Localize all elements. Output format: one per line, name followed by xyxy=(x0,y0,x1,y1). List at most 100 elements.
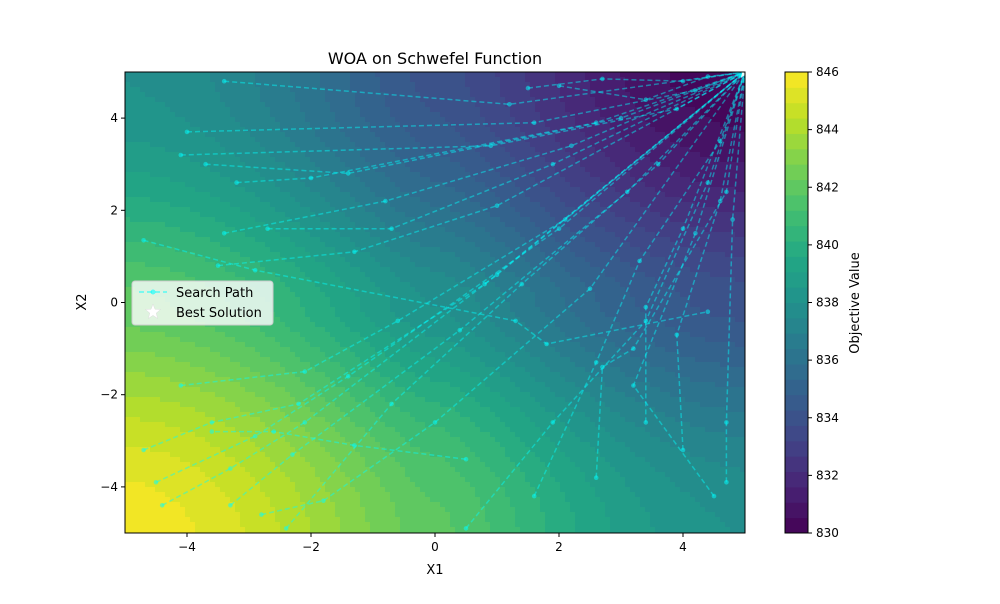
search-point xyxy=(352,443,357,448)
search-point xyxy=(458,328,463,333)
search-point xyxy=(544,342,549,347)
x-axis-label: X1 xyxy=(426,563,443,578)
search-point xyxy=(222,231,227,236)
colorbar-segment xyxy=(785,118,808,134)
search-point xyxy=(520,282,525,287)
search-point xyxy=(464,526,469,531)
search-point xyxy=(631,383,636,388)
search-point xyxy=(179,383,184,388)
search-point xyxy=(619,116,624,121)
colorbar-segment xyxy=(785,379,808,395)
search-point xyxy=(644,97,649,102)
search-point xyxy=(569,144,574,149)
colorbar-segment xyxy=(785,226,808,242)
search-point xyxy=(309,176,314,181)
colorbar-tick-label: 842 xyxy=(816,180,839,194)
y-tick-label: 2 xyxy=(110,203,118,217)
search-point xyxy=(513,319,518,324)
search-point xyxy=(718,199,723,204)
search-point xyxy=(433,420,438,425)
search-point xyxy=(141,448,146,453)
colorbar-tick-label: 832 xyxy=(816,468,839,482)
search-point xyxy=(724,190,729,195)
x-tick-label: −2 xyxy=(302,540,320,554)
search-point xyxy=(265,226,270,231)
search-point xyxy=(284,526,289,531)
search-point xyxy=(724,480,729,485)
search-point xyxy=(210,420,215,425)
colorbar-segment xyxy=(785,72,808,88)
search-point xyxy=(141,238,146,243)
y-tick-label: 0 xyxy=(110,296,118,310)
search-point xyxy=(644,420,649,425)
search-point xyxy=(600,77,605,82)
colorbar-segment xyxy=(785,518,808,534)
colorbar-segment xyxy=(785,164,808,180)
search-point xyxy=(532,494,537,499)
search-point xyxy=(551,420,556,425)
colorbar-segment xyxy=(785,425,808,441)
colorbar-segment xyxy=(785,456,808,472)
colorbar-segment xyxy=(785,241,808,257)
search-point xyxy=(216,263,221,268)
search-point xyxy=(551,162,556,167)
search-point xyxy=(594,120,599,125)
search-point xyxy=(272,429,277,434)
colorbar-tick-label: 846 xyxy=(816,65,839,79)
colorbar-segment xyxy=(785,395,808,411)
search-point xyxy=(656,162,661,167)
search-point xyxy=(693,231,698,236)
search-point xyxy=(594,475,599,480)
search-point xyxy=(346,374,351,379)
search-point xyxy=(631,346,636,351)
colorbar-segment xyxy=(785,210,808,226)
search-point xyxy=(185,130,190,135)
search-point xyxy=(706,309,711,314)
y-tick-label: −2 xyxy=(100,388,118,402)
search-point xyxy=(303,369,308,374)
colorbar-segment xyxy=(785,441,808,457)
colorbar-tick-label: 838 xyxy=(816,296,839,310)
colorbar-segment xyxy=(785,87,808,103)
colorbar-segment xyxy=(785,502,808,518)
legend: Search Path Best Solution xyxy=(132,281,273,325)
colorbar-segment xyxy=(785,287,808,303)
search-point xyxy=(681,79,686,84)
search-point xyxy=(396,319,401,324)
search-point xyxy=(712,494,717,499)
search-point xyxy=(563,217,568,222)
search-point xyxy=(464,457,469,462)
search-point xyxy=(507,102,512,107)
search-point xyxy=(730,217,735,222)
colorbar-segment xyxy=(785,364,808,380)
colorbar-label: Objective Value xyxy=(848,252,863,353)
search-point xyxy=(389,226,394,231)
search-point xyxy=(526,86,531,91)
colorbar-segment xyxy=(785,349,808,365)
x-tick-label: 4 xyxy=(679,540,687,554)
x-tick-label: 2 xyxy=(555,540,563,554)
search-point xyxy=(383,199,388,204)
search-point xyxy=(675,333,680,338)
search-point xyxy=(259,512,264,517)
search-point xyxy=(352,250,357,255)
search-point xyxy=(588,286,593,291)
search-point xyxy=(210,429,215,434)
search-point xyxy=(706,180,711,185)
y-tick-label: 4 xyxy=(110,111,118,125)
search-point xyxy=(495,273,500,278)
colorbar-segment xyxy=(785,256,808,272)
search-point xyxy=(228,466,233,471)
colorbar-segment xyxy=(785,472,808,488)
legend-search-path-label: Search Path xyxy=(176,286,253,301)
colorbar-tick-label: 840 xyxy=(816,238,839,252)
search-point xyxy=(389,402,394,407)
search-point xyxy=(154,480,159,485)
search-point xyxy=(179,153,184,158)
search-point xyxy=(203,162,208,167)
colorbar-segment xyxy=(785,272,808,288)
